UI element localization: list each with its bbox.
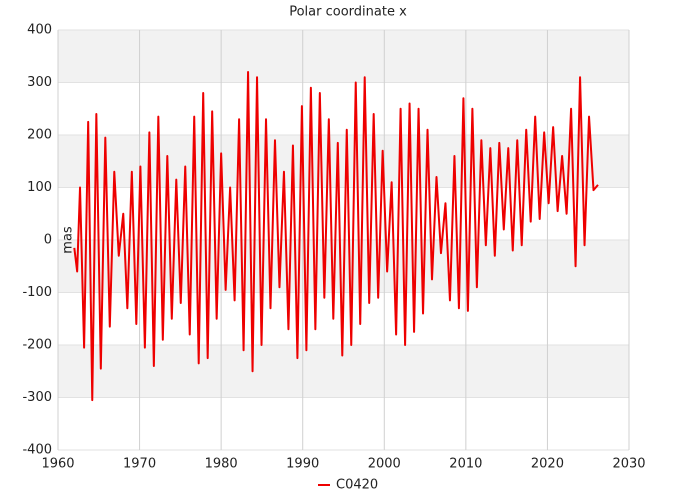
y-tick-label: -100 (22, 285, 52, 300)
x-tick-label: 2030 (612, 457, 645, 472)
grid-band (58, 345, 629, 398)
x-tick-label: 1970 (123, 457, 156, 472)
y-tick-label: -300 (22, 390, 52, 405)
y-tick-label: -200 (22, 338, 52, 353)
y-tick-label: 200 (27, 128, 52, 143)
x-tick-label: 1960 (41, 457, 74, 472)
chart-title: Polar coordinate x (289, 5, 407, 20)
y-tick-label: 400 (27, 23, 52, 38)
grid-band (58, 30, 629, 83)
y-tick-label: 300 (27, 75, 52, 90)
x-tick-label: 1990 (286, 457, 319, 472)
legend-label: C0420 (336, 478, 378, 493)
x-tick-label: 2000 (368, 457, 401, 472)
data-line (73, 71, 599, 402)
x-tick-label: 1980 (205, 457, 238, 472)
x-tick-label: 2010 (449, 457, 482, 472)
y-tick-label: -400 (22, 443, 52, 458)
y-axis-label: mas (61, 226, 76, 254)
y-tick-label: 100 (27, 180, 52, 195)
x-tick-label: 2020 (531, 457, 564, 472)
y-tick-label: 0 (44, 233, 52, 248)
